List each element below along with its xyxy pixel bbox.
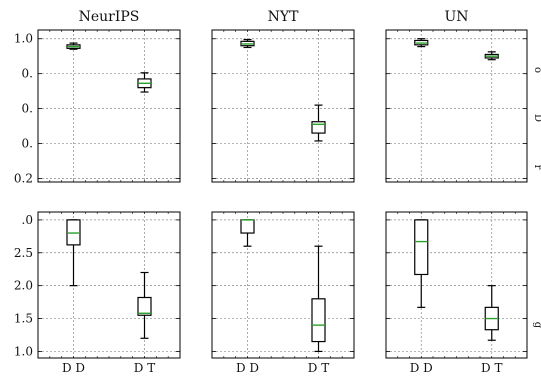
x-category-label: D T xyxy=(134,361,155,375)
x-category-label: D D xyxy=(62,361,85,375)
y-tick-label: 1.5 xyxy=(14,312,33,326)
box-2 xyxy=(484,285,499,341)
subplot-2: NYT xyxy=(211,9,355,183)
box-2 xyxy=(137,72,152,93)
box-1 xyxy=(240,219,255,247)
box-1 xyxy=(414,219,429,308)
right-axis-label: D xyxy=(532,114,541,122)
y-tick-label: 2.5 xyxy=(14,246,33,260)
plot-frame xyxy=(385,29,528,183)
subplot-6: D D D T g xyxy=(385,211,541,375)
box-1 xyxy=(414,38,429,48)
box-iqr xyxy=(137,296,152,316)
plot-frame xyxy=(37,29,181,183)
y-tick-label: 1.0 xyxy=(14,32,33,46)
subplot-4: .0 2.5 2.0 1.5 1.0 D D D T xyxy=(14,211,181,375)
box-2 xyxy=(137,271,152,339)
y-tick-label: 2.0 xyxy=(14,279,33,293)
y-tick-label: .0 xyxy=(22,213,33,227)
y-tick-label: 0. xyxy=(22,67,33,81)
y-tick-label: 1.0 xyxy=(14,344,33,358)
box-2 xyxy=(311,245,326,353)
x-category-label: D D xyxy=(236,361,259,375)
x-category-label: D T xyxy=(308,361,329,375)
subplot-title: NYT xyxy=(268,9,299,25)
plot-frame xyxy=(37,211,181,359)
subplot-title: NeurIPS xyxy=(79,9,140,25)
box-1 xyxy=(240,39,255,49)
subplot-3: UN o Dr xyxy=(385,9,541,183)
box-2 xyxy=(311,104,326,142)
box-iqr xyxy=(240,219,255,234)
box-iqr xyxy=(414,219,429,276)
right-axis-label: o xyxy=(532,67,541,73)
subplot-title: UN xyxy=(444,9,468,25)
box-2 xyxy=(484,51,499,61)
box-1 xyxy=(66,42,81,50)
y-tick-label: 0. xyxy=(22,102,33,116)
subplot-1: 1.0 0. 0. 0. 0.2 NeurIPS xyxy=(14,9,181,186)
box-iqr xyxy=(311,121,326,134)
y-tick-label: 0. xyxy=(22,137,33,151)
plot-frame xyxy=(211,29,355,183)
plot-frame xyxy=(385,211,528,359)
x-category-label: D T xyxy=(481,361,502,375)
plot-frame xyxy=(211,211,355,359)
x-category-label: D D xyxy=(410,361,433,375)
y-tick-label: 0.2 xyxy=(14,172,33,186)
box-iqr xyxy=(311,298,326,343)
right-axis-label: r xyxy=(532,165,541,170)
right-axis-label: g xyxy=(532,322,541,329)
box-1 xyxy=(66,219,81,287)
